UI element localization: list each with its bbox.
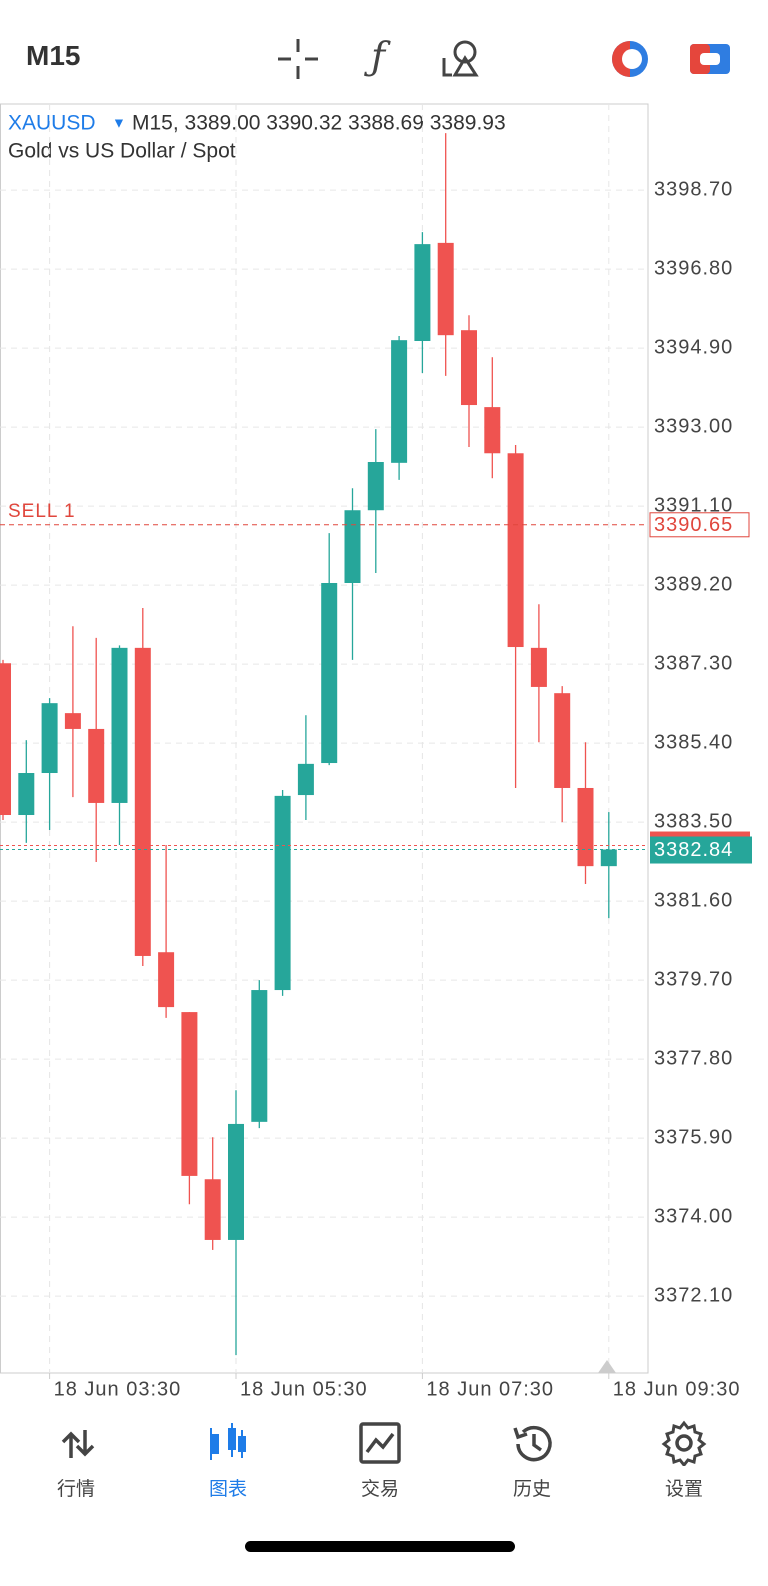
- candle-body: [437, 242, 454, 336]
- candle-body: [344, 510, 361, 583]
- x-tick-label: 18 Jun 07:30: [426, 1378, 554, 1400]
- x-tick-label: 18 Jun 05:30: [240, 1378, 368, 1400]
- tab-icon: [359, 1422, 401, 1464]
- candle-body: [251, 990, 268, 1122]
- candle-body: [134, 647, 151, 956]
- nav-tab[interactable]: 图表: [152, 1400, 304, 1501]
- nav-tab[interactable]: 行情: [0, 1400, 152, 1501]
- y-tick-label: 3391.10: [654, 494, 733, 516]
- sell-label: SELL 1: [8, 501, 76, 522]
- candle-body: [18, 773, 35, 816]
- y-tick-label: 3377.80: [654, 1047, 733, 1069]
- candle-body: [600, 849, 617, 867]
- y-tick-label: 3387.30: [654, 652, 733, 674]
- candle-body: [228, 1123, 244, 1240]
- tab-icon: [61, 1430, 95, 1458]
- x-tick-label: 18 Jun 09:30: [613, 1378, 741, 1400]
- candle-body: [274, 795, 291, 991]
- candle-body: [111, 647, 128, 803]
- candle-body: [0, 663, 11, 816]
- y-tick-label: 3375.90: [654, 1126, 733, 1148]
- y-tick-label: 3383.50: [654, 810, 733, 832]
- symbol-arrow[interactable]: ▼: [112, 115, 126, 131]
- nav-tab[interactable]: 历史: [456, 1400, 608, 1501]
- nav-tab[interactable]: 设置: [608, 1400, 760, 1501]
- candle-body: [391, 340, 408, 463]
- sell-price-box: [649, 512, 750, 538]
- y-tick-label: 3396.80: [654, 257, 733, 279]
- description: Gold vs US Dollar / Spot: [8, 140, 236, 163]
- candle-body: [204, 1179, 221, 1240]
- y-tick-label: 3385.40: [654, 731, 733, 753]
- candle-body: [64, 713, 81, 729]
- candle-body: [414, 244, 431, 342]
- candle-body: [321, 582, 338, 764]
- symbol[interactable]: XAUUSD: [8, 112, 96, 135]
- tab-icon: [513, 1425, 552, 1462]
- bottom-nav: 行情 图表 交易 历史 设置: [0, 1400, 768, 1530]
- y-tick-label: 3381.60: [654, 889, 733, 911]
- tab-label: 行情: [56, 1479, 95, 1500]
- tab-label: 历史: [512, 1479, 551, 1500]
- candle-body: [88, 728, 105, 803]
- y-tick-label: 3398.70: [654, 178, 733, 200]
- candle-body: [367, 461, 384, 511]
- y-tick-label: 3379.70: [654, 968, 733, 990]
- tab-icon: [661, 1420, 707, 1466]
- y-tick-label: 3394.90: [654, 336, 733, 358]
- candle-body: [484, 407, 501, 454]
- ask-box-edge: [650, 831, 750, 838]
- ohlc: M15, 3389.00 3390.32 3388.69 3389.93: [132, 112, 506, 135]
- last-price-box: [650, 836, 752, 864]
- candle-body: [297, 763, 314, 796]
- candle-body: [577, 787, 594, 867]
- candle-body: [41, 703, 58, 774]
- tab-icon: [210, 1423, 246, 1460]
- home-indicator: [245, 1541, 515, 1552]
- last-price: 3382.84: [654, 839, 733, 861]
- candle-body: [507, 453, 524, 648]
- shift-marker: [598, 1360, 616, 1373]
- tab-label: 图表: [208, 1479, 247, 1500]
- candle-body: [530, 647, 547, 687]
- y-tick-label: 3372.10: [654, 1284, 733, 1306]
- x-tick-label: 18 Jun 03:30: [54, 1378, 182, 1400]
- timeframe[interactable]: M15: [26, 40, 81, 71]
- candle-body: [554, 693, 571, 788]
- candle-body: [461, 330, 477, 406]
- y-tick-label: 3374.00: [654, 1205, 733, 1227]
- nav-tab[interactable]: 交易: [304, 1400, 456, 1501]
- candle-body: [181, 1012, 198, 1176]
- y-tick-label: 3393.00: [654, 415, 733, 437]
- tab-label: 交易: [360, 1479, 399, 1500]
- candle-body: [158, 952, 175, 1008]
- tab-label: 设置: [664, 1479, 703, 1500]
- y-tick-label: 3389.20: [654, 573, 733, 595]
- sell-price: 3390.65: [654, 514, 733, 536]
- chart: XAUUSD ▼ M15, 3389.00 3390.32 3388.69 33…: [0, 103, 752, 1400]
